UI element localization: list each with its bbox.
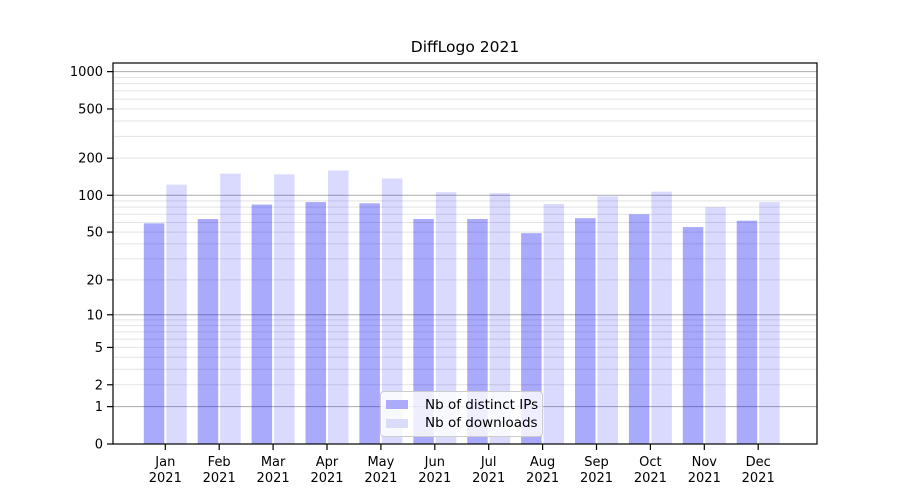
y-tick-label: 2 — [95, 378, 103, 393]
bar-downloads-aug — [543, 203, 565, 444]
legend-swatch-distinct-ips — [386, 400, 408, 410]
y-tick-label: 0 — [95, 438, 103, 453]
bar-distinct-ips-feb — [197, 219, 219, 444]
x-tick-label-year: 2021 — [149, 471, 182, 486]
bar-distinct-ips-nov — [682, 227, 704, 444]
bar-distinct-ips-mar — [251, 204, 273, 444]
x-tick-label-month: Sep — [584, 455, 609, 470]
x-tick-label-month: Mar — [261, 455, 286, 470]
x-tick-label-month: Jul — [480, 455, 497, 470]
bar-downloads-apr — [328, 170, 349, 445]
y-tick-label: 1000 — [70, 65, 103, 80]
x-tick-label-month: Aug — [530, 455, 555, 470]
bar-distinct-ips-may — [359, 203, 380, 444]
x-tick-label-month: Jan — [154, 455, 175, 470]
x-tick-label-month: Apr — [316, 455, 339, 470]
bar-distinct-ips-sep — [575, 218, 596, 444]
bar-downloads-mar — [274, 174, 295, 444]
bar-downloads-oct — [651, 191, 672, 444]
bar-distinct-ips-dec — [736, 220, 758, 444]
y-tick-label: 10 — [86, 308, 103, 323]
bar-downloads-dec — [759, 202, 780, 444]
bar-distinct-ips-jan — [143, 223, 165, 444]
x-tick-label-year: 2021 — [203, 471, 236, 486]
x-tick-label-month: Feb — [208, 455, 231, 470]
legend-item-downloads: Nb of downloads — [386, 414, 538, 432]
x-tick-label-year: 2021 — [257, 471, 290, 486]
legend-swatch-downloads — [386, 418, 408, 428]
plot-frame — [112, 62, 818, 445]
bar-distinct-ips-oct — [628, 214, 650, 444]
y-tick-label: 50 — [86, 226, 103, 241]
bar-downloads-jul — [489, 193, 511, 444]
y-tick-label: 20 — [86, 273, 103, 288]
x-tick-label-year: 2021 — [418, 471, 451, 486]
legend-item-distinct-ips: Nb of distinct IPs — [386, 396, 539, 414]
axis-layer: 01251020501002005001000Jan2021Feb2021Mar… — [70, 62, 818, 486]
bar-downloads-sep — [597, 196, 618, 444]
bar-downloads-may — [381, 178, 403, 444]
x-tick-label-year: 2021 — [742, 471, 775, 486]
x-tick-label-month: May — [367, 455, 394, 470]
x-tick-label-year: 2021 — [364, 471, 397, 486]
x-tick-label-year: 2021 — [688, 471, 721, 486]
bar-distinct-ips-apr — [305, 202, 326, 444]
bar-downloads-feb — [220, 173, 241, 444]
y-tick-label: 100 — [78, 189, 103, 204]
bar-distinct-ips-jul — [467, 219, 488, 444]
bar-downloads-nov — [705, 207, 726, 444]
legend-label-distinct-ips: Nb of distinct IPs — [425, 396, 539, 413]
x-tick-label-month: Jun — [424, 455, 445, 470]
x-tick-label-year: 2021 — [310, 471, 343, 486]
chart-title: DiffLogo 2021 — [411, 38, 519, 56]
x-tick-label-year: 2021 — [634, 471, 667, 486]
y-tick-label: 200 — [78, 152, 103, 167]
legend: Nb of distinct IPs Nb of downloads — [380, 391, 543, 437]
bar-downloads-jan — [166, 184, 187, 445]
bar-layer — [143, 170, 780, 445]
x-tick-label-month: Nov — [692, 455, 718, 470]
x-tick-label-year: 2021 — [526, 471, 559, 486]
bar-downloads-jun — [435, 192, 457, 444]
x-tick-label-year: 2021 — [580, 471, 613, 486]
y-tick-label: 500 — [78, 102, 103, 117]
y-tick-label: 1 — [95, 400, 103, 415]
x-tick-label-month: Oct — [639, 455, 661, 470]
x-tick-label-year: 2021 — [472, 471, 505, 486]
legend-label-downloads: Nb of downloads — [425, 415, 538, 432]
x-tick-label-month: Dec — [746, 455, 771, 470]
y-tick-label: 5 — [95, 341, 103, 356]
bar-distinct-ips-jun — [413, 219, 434, 444]
